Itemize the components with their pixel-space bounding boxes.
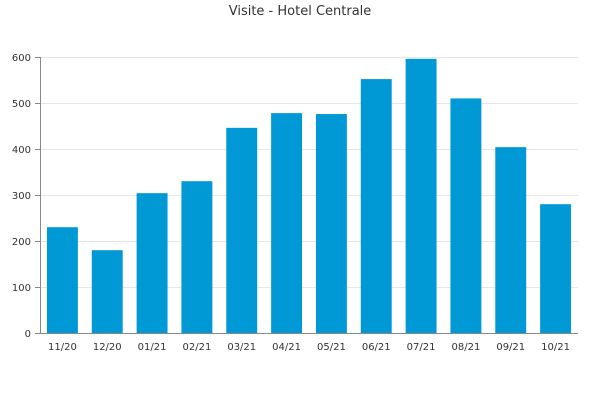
x-tick-label: 09/21	[496, 342, 525, 353]
bar	[226, 127, 258, 333]
y-tick-labels: 0 100 200 300 400 500 600	[12, 53, 31, 340]
y-tick-label: 500	[12, 99, 31, 110]
x-tick-label: 01/21	[138, 342, 167, 353]
x-tick-label: 10/21	[541, 342, 570, 353]
bar	[450, 98, 482, 334]
bar	[405, 58, 437, 334]
bars	[46, 58, 572, 334]
x-tick-label: 05/21	[317, 342, 346, 353]
x-tick-label: 07/21	[407, 342, 436, 353]
y-tick-label: 100	[12, 283, 31, 294]
x-tick-label: 11/20	[48, 342, 77, 353]
x-tick-label: 04/21	[272, 342, 301, 353]
x-tick-label: 12/20	[93, 342, 122, 353]
bar	[360, 79, 392, 333]
bar	[46, 227, 78, 333]
bar	[181, 181, 213, 333]
bar	[495, 147, 527, 333]
y-tick-label: 600	[12, 53, 31, 64]
y-tick-label: 400	[12, 145, 31, 156]
x-tick-labels: 11/20 12/20 01/21 02/21 03/21 04/21 05/21 06/21…	[48, 342, 570, 353]
grid-lines	[40, 57, 578, 288]
bar	[540, 204, 572, 333]
y-tick-label: 0	[25, 329, 31, 340]
axes	[35, 57, 578, 334]
bar	[271, 113, 303, 334]
bar	[315, 114, 347, 333]
x-tick-label: 06/21	[362, 342, 391, 353]
bar	[91, 250, 123, 333]
x-tick-label: 08/21	[452, 342, 481, 353]
x-tick-label: 02/21	[183, 342, 212, 353]
y-tick-label: 200	[12, 237, 31, 248]
x-tick-label: 03/21	[227, 342, 256, 353]
y-tick-label: 300	[12, 191, 31, 202]
chart-title: Visite - Hotel Centrale	[229, 4, 372, 19]
bar	[136, 193, 168, 333]
